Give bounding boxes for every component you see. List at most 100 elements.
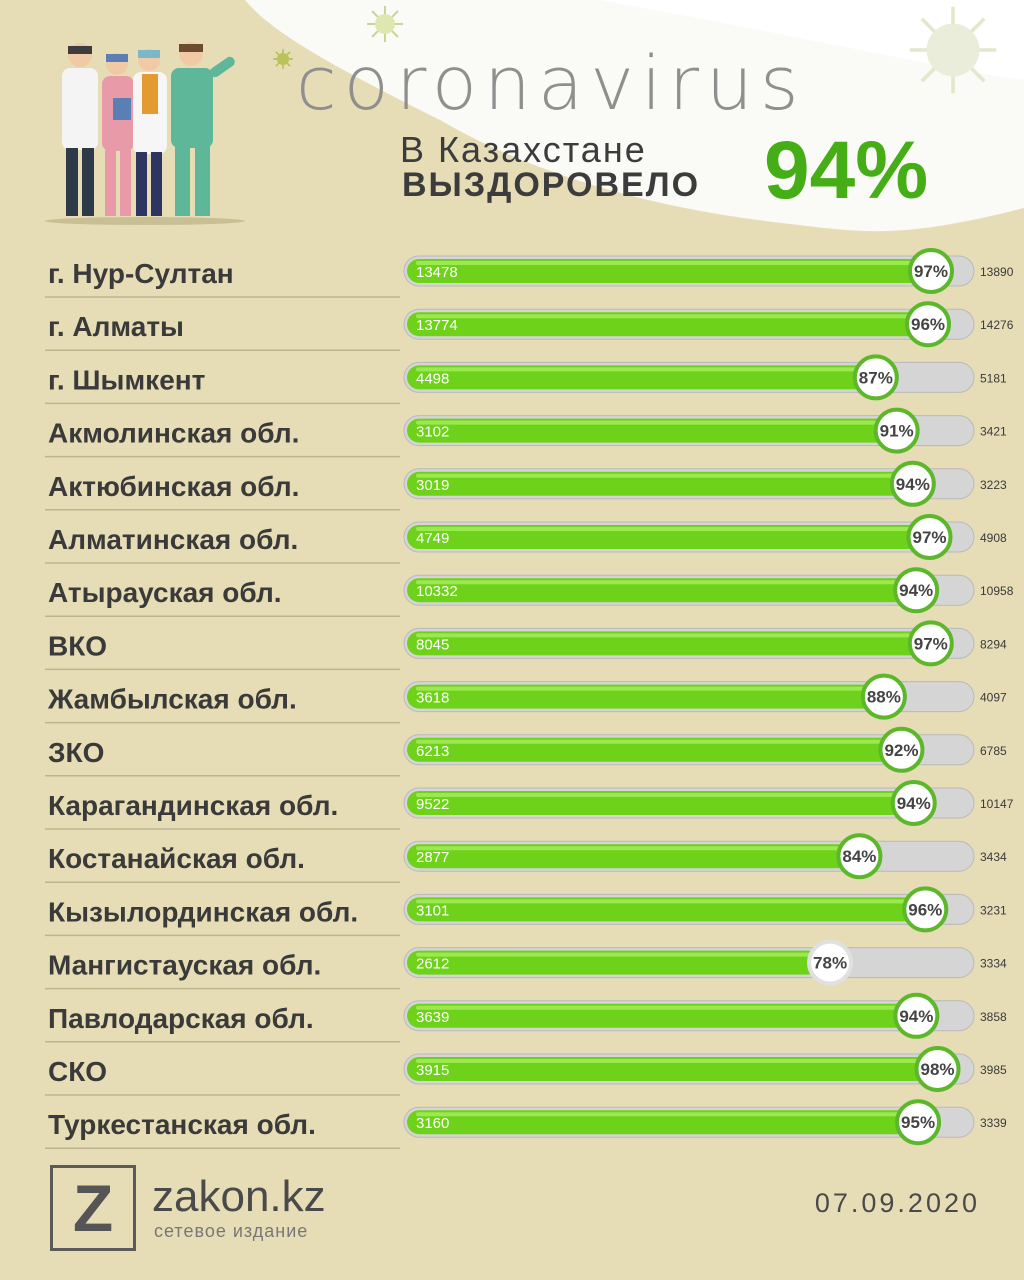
page-title: coronavirus [296, 41, 806, 127]
percent-badge [895, 1099, 942, 1146]
total-value: 5181 [980, 371, 1007, 385]
percent-badge [905, 301, 952, 348]
percent-badge [873, 407, 920, 454]
bar-highlight [416, 367, 865, 372]
total-value: 3434 [980, 850, 1007, 864]
total-value: 3858 [980, 1010, 1007, 1024]
percent-label: 94% [899, 1007, 933, 1026]
percent-label: 78% [813, 954, 847, 973]
percent-badge [907, 248, 954, 294]
recovered-value: 6213 [416, 743, 449, 760]
bar-highlight [416, 314, 918, 319]
percent-badge [852, 354, 899, 401]
percent-label: 92% [884, 741, 918, 760]
bar-highlight [416, 846, 849, 851]
region-label: Атырауская обл. [48, 577, 282, 608]
recovered-value: 9522 [416, 796, 449, 813]
chart-row: Алматинская обл. 4749 97% 4908 [45, 514, 1007, 564]
virus-icon [273, 49, 293, 69]
zakon-logo: Z [50, 1165, 136, 1251]
percent-label: 97% [914, 634, 948, 653]
chart-row: Костанайская обл. 2877 84% 3434 [45, 833, 1007, 883]
percent-label: 95% [901, 1113, 935, 1132]
region-label: Алматинская обл. [48, 524, 298, 555]
percent-badge [807, 939, 854, 986]
percent-badge [878, 726, 925, 773]
bar-highlight [416, 473, 902, 478]
region-label: Кызылординская обл. [48, 896, 358, 927]
region-label: Костанайская обл. [48, 843, 305, 874]
percent-label: 98% [920, 1060, 954, 1079]
chart-row: Мангистауская обл. 2612 78% 3334 [45, 939, 1007, 990]
total-value: 10147 [980, 797, 1014, 811]
bar-highlight [416, 420, 886, 425]
logo-letter: Z [72, 1171, 114, 1245]
percent-badge [860, 673, 907, 720]
total-value: 3231 [980, 903, 1007, 917]
recovered-value: 13774 [416, 317, 458, 334]
region-label: ВКО [48, 630, 107, 661]
virus-icon [367, 6, 403, 42]
recovered-value: 3101 [416, 902, 449, 919]
total-value: 3339 [980, 1116, 1007, 1130]
total-value: 4908 [980, 531, 1007, 545]
region-label: г. Нур-Султан [48, 258, 234, 289]
bar-highlight [416, 261, 920, 265]
region-label: СКО [48, 1056, 107, 1087]
chart-row: ЗКО 6213 92% 6785 [45, 726, 1007, 777]
total-value: 6785 [980, 744, 1007, 758]
percent-label: 84% [842, 847, 876, 866]
bar-highlight [416, 793, 903, 797]
percent-label: 94% [897, 794, 931, 813]
chart-row: Акмолинская обл. 3102 91% 3421 [45, 407, 1007, 458]
recovered-value: 8045 [416, 636, 449, 653]
chart-row: Карагандинская обл. 9522 94% 10147 [45, 780, 1014, 830]
total-value: 3334 [980, 957, 1007, 971]
region-label: Актюбинская обл. [48, 471, 299, 502]
chart-row: ВКО 8045 97% 8294 [45, 620, 1007, 671]
bar-highlight [416, 952, 820, 957]
recovered-value: 3618 [416, 690, 449, 707]
region-label: Туркестанская обл. [48, 1109, 316, 1140]
bar-highlight [416, 686, 873, 691]
bar-highlight [416, 1112, 908, 1117]
recovered-value: 2877 [416, 849, 449, 866]
recovered-value: 10332 [416, 583, 458, 600]
percent-badge [836, 833, 883, 880]
recovered-value: 3639 [416, 1009, 449, 1026]
total-value: 10958 [980, 584, 1014, 598]
percent-label: 87% [859, 368, 893, 387]
percent-badge [902, 886, 949, 933]
bar-highlight [416, 527, 919, 531]
recovered-value: 3019 [416, 477, 449, 494]
recovered-value: 3915 [416, 1062, 449, 1079]
recovered-value: 2612 [416, 956, 449, 973]
total-value: 3223 [980, 478, 1007, 492]
report-date: 07.09.2020 [814, 1188, 980, 1218]
percent-badge [906, 514, 953, 560]
total-value: 3985 [980, 1063, 1007, 1077]
total-recovery-percent: 94% [764, 125, 929, 216]
percent-label: 97% [914, 262, 948, 281]
bar-highlight [416, 899, 915, 904]
region-label: Павлодарская обл. [48, 1003, 314, 1034]
total-value: 14276 [980, 318, 1014, 332]
region-label: Жамбылская обл. [47, 684, 297, 715]
chart-row: Кызылординская обл. 3101 96% 3231 [45, 886, 1007, 937]
percent-badge [893, 992, 940, 1039]
percent-badge [890, 780, 937, 826]
percent-label: 88% [867, 688, 901, 707]
chart-row: г. Алматы 13774 96% 14276 [45, 301, 1014, 351]
recovered-value: 4749 [416, 530, 449, 547]
bar-highlight [416, 633, 920, 638]
recovered-value: 3160 [416, 1115, 449, 1132]
chart-row: Атырауская обл. 10332 94% 10958 [45, 567, 1014, 617]
region-label: г. Шымкент [48, 364, 205, 395]
chart-row: Павлодарская обл. 3639 94% 3858 [45, 992, 1007, 1043]
total-value: 13890 [980, 265, 1014, 279]
bar-highlight [416, 1059, 927, 1063]
percent-label: 94% [896, 475, 930, 494]
chart-row: Туркестанская обл. 3160 95% 3339 [45, 1099, 1007, 1149]
